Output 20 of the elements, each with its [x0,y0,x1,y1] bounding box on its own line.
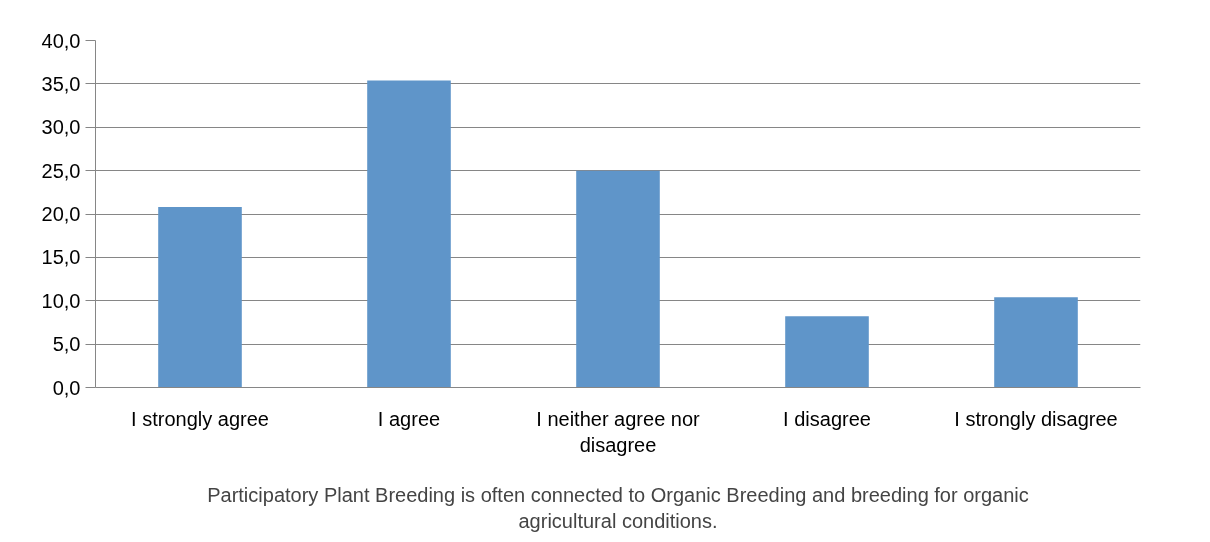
x-axis-title: Participatory Plant Breeding is often connected to Organic Breeding and breeding for organic agricultural conditions. [207,483,1029,533]
x-tick-label: I strongly agree [131,407,269,430]
x-tick-label: I strongly disagree [954,407,1118,430]
y-tick-label: 20,0 [41,203,81,225]
y-tick-label: 15,0 [41,246,81,269]
bar [576,170,660,388]
x-tick-label: I agree [377,407,441,430]
y-tick-label: 35,0 [41,72,81,95]
bar [994,297,1078,388]
x-tick-label: I neither agree nor disagree [536,407,701,456]
y-tick-label: 40,0 [41,29,81,52]
y-tick-label: 10,0 [41,289,81,312]
bar [785,316,869,388]
y-tick-label: 30,0 [41,116,81,139]
x-tick-label: I disagree [783,407,871,430]
bar [367,80,451,388]
y-tick-label: 0,0 [52,376,81,399]
y-tick-label: 25,0 [41,159,81,182]
y-tick-label: 5,0 [52,333,81,356]
bar [158,207,242,388]
